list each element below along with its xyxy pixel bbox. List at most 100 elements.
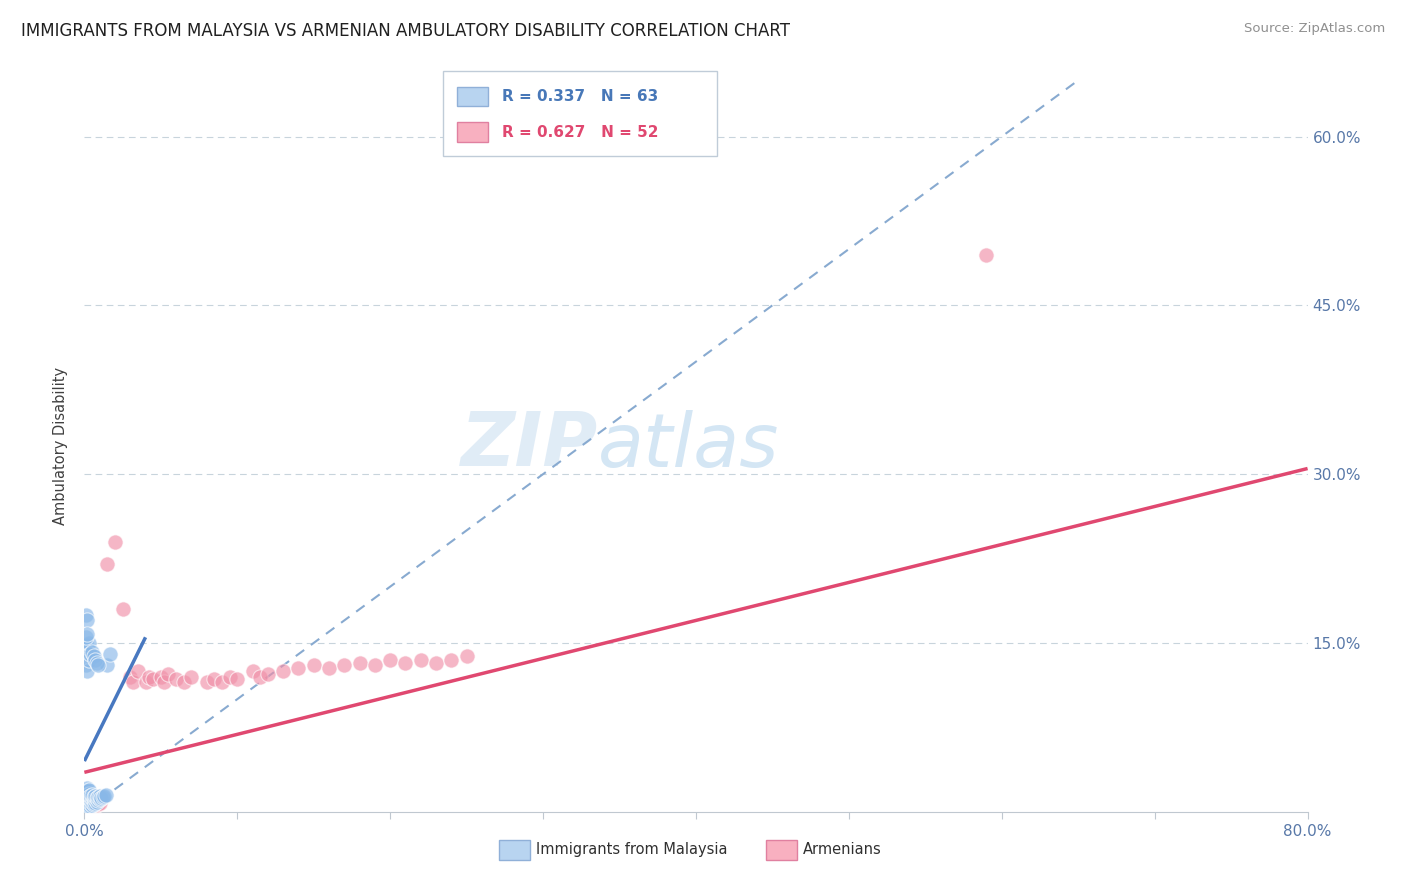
Point bbox=[79, 789, 101, 803]
Point bbox=[84, 792, 107, 806]
Point bbox=[75, 802, 97, 816]
Point bbox=[120, 670, 142, 684]
Point bbox=[87, 658, 110, 673]
Point bbox=[75, 799, 97, 814]
Point bbox=[87, 797, 110, 811]
Point bbox=[89, 789, 111, 803]
Point bbox=[84, 789, 107, 803]
Point bbox=[122, 675, 145, 690]
Point bbox=[94, 788, 117, 802]
Point bbox=[149, 670, 172, 684]
Text: atlas: atlas bbox=[598, 410, 779, 482]
Point bbox=[77, 636, 100, 650]
Point bbox=[75, 641, 97, 656]
Point bbox=[89, 796, 111, 810]
Point bbox=[349, 656, 371, 670]
Point bbox=[76, 797, 98, 812]
Point bbox=[79, 796, 101, 810]
Point bbox=[75, 793, 97, 807]
Point bbox=[79, 647, 101, 661]
Point bbox=[173, 675, 195, 690]
Point bbox=[77, 783, 100, 797]
Point bbox=[440, 653, 463, 667]
Point bbox=[96, 557, 118, 571]
Point bbox=[127, 664, 149, 678]
Point bbox=[76, 627, 98, 641]
Point bbox=[333, 658, 356, 673]
Point bbox=[76, 801, 98, 815]
Point bbox=[87, 793, 110, 807]
Point bbox=[76, 795, 98, 809]
Point bbox=[89, 792, 111, 806]
Point bbox=[75, 791, 97, 805]
Point bbox=[157, 667, 180, 681]
Point bbox=[75, 800, 97, 814]
Point bbox=[318, 661, 340, 675]
Point bbox=[142, 672, 165, 686]
Point bbox=[86, 795, 108, 809]
Point bbox=[202, 672, 225, 686]
Point bbox=[86, 797, 108, 812]
Point bbox=[249, 670, 271, 684]
Point bbox=[77, 797, 100, 811]
Point bbox=[242, 664, 264, 678]
Point bbox=[91, 790, 114, 805]
Point bbox=[77, 653, 100, 667]
Point bbox=[77, 787, 100, 801]
Point bbox=[180, 670, 202, 684]
Text: Source: ZipAtlas.com: Source: ZipAtlas.com bbox=[1244, 22, 1385, 36]
Point bbox=[75, 607, 97, 622]
Point bbox=[86, 791, 108, 805]
Point bbox=[138, 670, 160, 684]
Point bbox=[80, 797, 103, 812]
Point bbox=[84, 796, 107, 810]
Point bbox=[80, 788, 103, 802]
Point bbox=[111, 602, 134, 616]
Point bbox=[425, 656, 447, 670]
Point bbox=[80, 795, 103, 809]
Point bbox=[75, 784, 97, 798]
Point bbox=[211, 675, 233, 690]
Point bbox=[75, 796, 97, 810]
Point bbox=[83, 797, 105, 811]
Text: ZIP: ZIP bbox=[461, 409, 598, 483]
Text: Armenians: Armenians bbox=[803, 842, 882, 856]
Point bbox=[456, 649, 478, 664]
Point bbox=[84, 653, 107, 667]
Point bbox=[153, 675, 176, 690]
Point bbox=[380, 653, 402, 667]
Point bbox=[86, 656, 108, 670]
Point bbox=[76, 788, 98, 802]
Point bbox=[226, 672, 249, 686]
Point bbox=[165, 672, 187, 686]
Point bbox=[77, 800, 100, 814]
Point bbox=[87, 790, 110, 805]
Point bbox=[80, 645, 103, 659]
Point bbox=[287, 661, 309, 675]
Point bbox=[76, 664, 98, 678]
Point bbox=[76, 781, 98, 796]
Point bbox=[257, 667, 280, 681]
Point bbox=[77, 800, 100, 814]
Point bbox=[98, 647, 121, 661]
Point bbox=[271, 664, 294, 678]
Point bbox=[80, 791, 103, 805]
Y-axis label: Ambulatory Disability: Ambulatory Disability bbox=[53, 367, 69, 525]
Point bbox=[79, 799, 101, 814]
Point bbox=[75, 788, 97, 802]
Point bbox=[75, 797, 97, 812]
Point bbox=[364, 658, 387, 673]
Point bbox=[96, 658, 118, 673]
Point bbox=[83, 793, 105, 807]
Point bbox=[218, 670, 240, 684]
Point bbox=[195, 675, 218, 690]
Point bbox=[394, 656, 416, 670]
Point bbox=[79, 792, 101, 806]
Point bbox=[76, 784, 98, 798]
Point bbox=[75, 630, 97, 644]
Point bbox=[135, 675, 157, 690]
Point bbox=[77, 793, 100, 807]
Point bbox=[76, 614, 98, 628]
Point bbox=[76, 795, 98, 809]
Point bbox=[83, 649, 105, 664]
